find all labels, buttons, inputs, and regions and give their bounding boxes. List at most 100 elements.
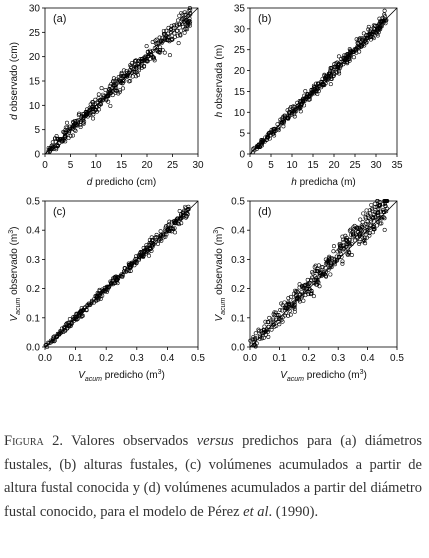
data-point	[344, 244, 349, 249]
panel-c: 0.0 0.1 0.2 0.3 0.4 0.5 0.0 0.1 0.2 0.3 0.4 0.5 (c) V…	[8, 197, 205, 384]
data-point	[331, 244, 336, 249]
data-point	[63, 128, 68, 133]
x-axis-label: Vacum predicho (m3)	[78, 369, 165, 383]
data-point	[91, 109, 96, 114]
data-point	[83, 305, 88, 310]
data-point	[121, 68, 126, 73]
y-tick-label: 0.2	[231, 284, 245, 295]
data-point	[75, 123, 80, 128]
data-point	[287, 302, 292, 307]
data-point	[271, 127, 276, 132]
panel-a: 0 5 10 15 20 25 30 0 5 10 15 20 25 30 (a) d predicho (c…	[9, 4, 204, 189]
data-point	[267, 131, 272, 136]
data-point	[282, 300, 287, 305]
x-tick-label: 0.3	[130, 353, 144, 364]
data-point	[347, 251, 352, 256]
data-point	[169, 220, 174, 225]
data-point	[300, 99, 305, 104]
data-point	[65, 125, 70, 130]
data-point	[177, 222, 182, 227]
data-point	[175, 216, 180, 221]
data-point	[345, 61, 350, 66]
data-point	[70, 133, 75, 138]
data-point	[276, 319, 281, 324]
data-point	[306, 292, 311, 297]
data-point	[79, 117, 84, 122]
data-point	[152, 46, 157, 51]
data-point	[185, 14, 190, 19]
data-point	[321, 82, 326, 87]
x-axis-label: d predicho (cm)	[87, 177, 156, 188]
data-point	[178, 28, 183, 33]
data-point	[297, 299, 302, 304]
data-point	[305, 92, 310, 97]
data-point	[127, 79, 132, 84]
data-point	[361, 237, 366, 242]
data-point	[296, 106, 301, 111]
y-tick-label: 10	[234, 108, 246, 119]
data-point	[329, 74, 334, 79]
data-point	[283, 305, 288, 310]
data-point	[251, 343, 256, 348]
data-point	[134, 260, 139, 265]
data-point	[259, 143, 264, 148]
data-point	[347, 228, 352, 233]
data-point	[116, 78, 121, 83]
data-point	[297, 99, 302, 104]
plot-frame	[249, 7, 398, 155]
data-point	[371, 225, 376, 230]
data-point	[334, 70, 339, 75]
data-point	[354, 37, 359, 42]
data-point	[348, 227, 353, 232]
data-point	[183, 27, 188, 32]
data-point	[112, 85, 117, 90]
data-point	[154, 37, 159, 42]
data-point	[164, 28, 169, 33]
panel-label: (a)	[53, 13, 66, 25]
data-point	[357, 37, 362, 42]
data-point	[297, 282, 302, 287]
data-point	[108, 103, 113, 108]
data-point	[344, 235, 349, 240]
data-point	[291, 104, 296, 109]
data-point	[93, 294, 98, 299]
data-point	[341, 237, 346, 242]
data-point	[178, 33, 183, 38]
data-point	[338, 65, 343, 70]
data-point	[344, 59, 349, 64]
data-point	[272, 310, 277, 315]
plot-frame	[249, 200, 398, 348]
data-point	[147, 238, 152, 243]
data-point	[152, 56, 157, 61]
data-point	[292, 309, 297, 314]
panel-label: (b)	[258, 13, 271, 25]
data-point	[359, 223, 364, 228]
figure-caption: Figura 2. Valores observados versus pred…	[4, 430, 422, 524]
x-tick-label: 0.2	[302, 353, 316, 364]
x-tick-label: 20	[141, 160, 153, 171]
data-point	[187, 6, 192, 11]
data-point	[277, 322, 282, 327]
data-point	[278, 307, 283, 312]
data-point	[120, 86, 125, 91]
plot-frame	[44, 200, 199, 348]
data-point	[112, 281, 117, 286]
data-point	[179, 221, 184, 226]
x-tick-label: 25	[349, 160, 361, 171]
data-point	[339, 243, 344, 248]
data-point	[260, 138, 265, 143]
data-point	[364, 235, 369, 240]
data-point	[51, 335, 56, 340]
data-point	[313, 268, 318, 273]
data-point	[52, 338, 57, 343]
data-point	[103, 289, 108, 294]
data-point	[74, 311, 79, 316]
data-point	[352, 223, 357, 228]
data-point	[367, 33, 372, 38]
y-tick-label: 0.0	[231, 343, 245, 354]
data-point	[371, 23, 376, 28]
data-point	[381, 202, 386, 207]
data-point	[279, 317, 284, 322]
data-point	[172, 230, 177, 235]
data-point	[326, 259, 331, 264]
